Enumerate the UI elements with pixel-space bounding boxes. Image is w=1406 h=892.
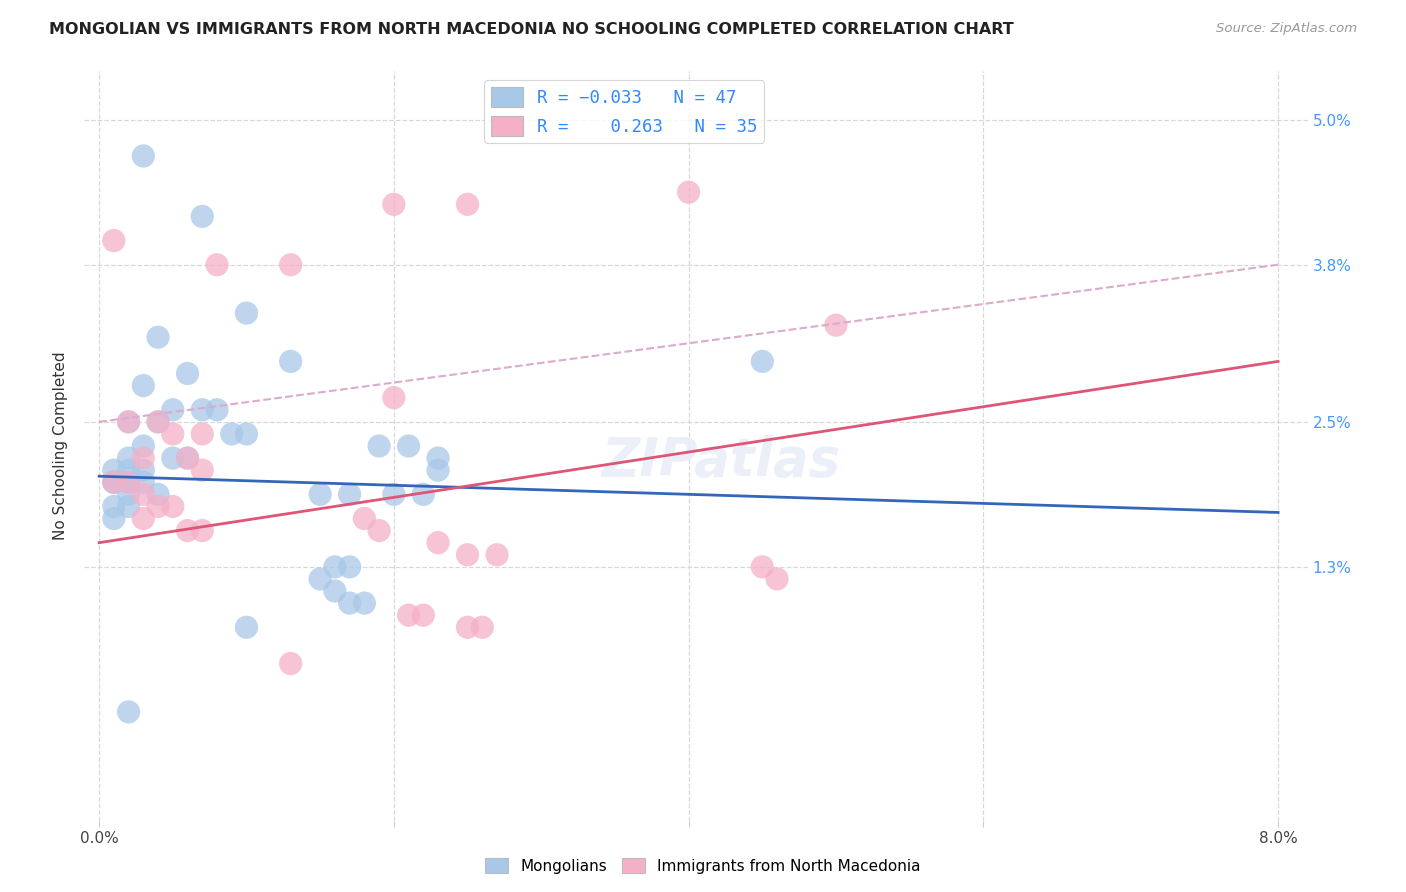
Point: [825, 318, 848, 333]
Point: [176, 524, 198, 538]
Point: [457, 620, 479, 634]
Point: [117, 500, 139, 514]
Point: [117, 475, 139, 490]
Point: [382, 391, 405, 405]
Point: [103, 511, 125, 525]
Point: [132, 439, 155, 453]
Point: [176, 451, 198, 466]
Point: [103, 500, 125, 514]
Point: [398, 608, 420, 623]
Point: [132, 451, 155, 466]
Point: [368, 524, 391, 538]
Legend: R = −0.033   N = 47, R =    0.263   N = 35: R = −0.033 N = 47, R = 0.263 N = 35: [485, 80, 763, 143]
Point: [382, 197, 405, 211]
Point: [205, 402, 228, 417]
Point: [117, 415, 139, 429]
Point: [117, 705, 139, 719]
Point: [427, 451, 450, 466]
Point: [309, 487, 332, 501]
Point: [205, 258, 228, 272]
Point: [103, 475, 125, 490]
Point: [162, 500, 184, 514]
Point: [162, 451, 184, 466]
Point: [280, 354, 302, 368]
Point: [339, 487, 361, 501]
Point: [309, 572, 332, 586]
Point: [323, 584, 346, 599]
Point: [162, 402, 184, 417]
Point: [191, 426, 214, 441]
Point: [132, 149, 155, 163]
Point: [132, 475, 155, 490]
Point: [678, 185, 700, 199]
Point: [353, 511, 375, 525]
Point: [382, 487, 405, 501]
Point: [235, 306, 257, 320]
Point: [280, 258, 302, 272]
Point: [132, 487, 155, 501]
Point: [146, 415, 169, 429]
Point: [368, 439, 391, 453]
Point: [427, 535, 450, 549]
Point: [191, 210, 214, 224]
Point: [117, 451, 139, 466]
Point: [176, 451, 198, 466]
Point: [353, 596, 375, 610]
Point: [103, 234, 125, 248]
Point: [751, 559, 773, 574]
Point: [117, 463, 139, 477]
Point: [146, 415, 169, 429]
Point: [221, 426, 243, 441]
Point: [132, 511, 155, 525]
Point: [235, 426, 257, 441]
Point: [146, 330, 169, 344]
Point: [176, 367, 198, 381]
Point: [103, 463, 125, 477]
Point: [191, 524, 214, 538]
Point: [751, 354, 773, 368]
Point: [323, 559, 346, 574]
Point: [103, 475, 125, 490]
Point: [117, 487, 139, 501]
Point: [412, 608, 434, 623]
Point: [191, 402, 214, 417]
Point: [457, 197, 479, 211]
Point: [117, 475, 139, 490]
Point: [280, 657, 302, 671]
Y-axis label: No Schooling Completed: No Schooling Completed: [53, 351, 69, 541]
Point: [146, 500, 169, 514]
Text: ZIPatlas: ZIPatlas: [600, 435, 839, 487]
Point: [103, 475, 125, 490]
Point: [191, 463, 214, 477]
Point: [132, 463, 155, 477]
Point: [412, 487, 434, 501]
Point: [146, 487, 169, 501]
Point: [117, 415, 139, 429]
Point: [485, 548, 508, 562]
Legend: Mongolians, Immigrants from North Macedonia: Mongolians, Immigrants from North Macedo…: [479, 852, 927, 880]
Point: [162, 426, 184, 441]
Point: [339, 596, 361, 610]
Point: [427, 463, 450, 477]
Point: [398, 439, 420, 453]
Text: MONGOLIAN VS IMMIGRANTS FROM NORTH MACEDONIA NO SCHOOLING COMPLETED CORRELATION : MONGOLIAN VS IMMIGRANTS FROM NORTH MACED…: [49, 22, 1014, 37]
Point: [132, 378, 155, 392]
Point: [471, 620, 494, 634]
Text: Source: ZipAtlas.com: Source: ZipAtlas.com: [1216, 22, 1357, 36]
Point: [766, 572, 789, 586]
Point: [457, 548, 479, 562]
Point: [339, 559, 361, 574]
Point: [235, 620, 257, 634]
